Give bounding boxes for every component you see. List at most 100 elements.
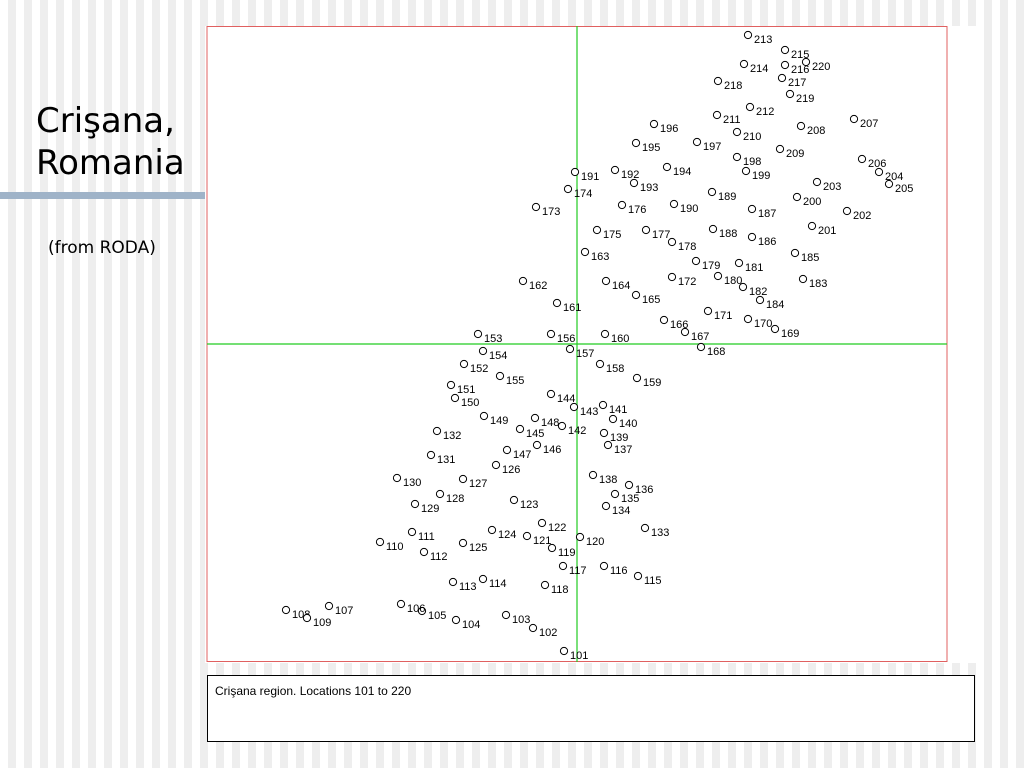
data-point: 160 (600, 329, 629, 345)
data-point: 138 (588, 470, 617, 486)
data-point: 163 (580, 247, 609, 263)
data-point: 182 (738, 282, 767, 298)
point-label: 214 (750, 63, 768, 75)
point-label: 191 (581, 171, 599, 183)
data-point: 176 (617, 200, 646, 216)
data-point: 158 (595, 359, 624, 375)
point-label: 175 (603, 229, 621, 241)
data-point: 152 (459, 359, 488, 375)
point-marker (487, 525, 497, 535)
data-point: 159 (632, 373, 661, 389)
point-marker (667, 272, 677, 282)
scatter-plot-panel: 101 102 103 104 105 106 107 108 109 110 111 112 113 1… (205, 26, 980, 663)
data-point: 149 (479, 411, 508, 427)
data-point: 200 (792, 192, 821, 208)
point-marker (559, 646, 569, 656)
point-marker (426, 450, 436, 460)
point-label: 172 (678, 276, 696, 288)
data-point: 154 (478, 346, 507, 362)
caption-box: Crişana region. Locations 101 to 220 (207, 675, 975, 742)
point-label: 152 (470, 363, 488, 375)
point-label: 177 (652, 229, 670, 241)
data-point: 119 (547, 543, 576, 559)
point-label: 215 (791, 49, 809, 61)
point-label: 142 (568, 425, 586, 437)
data-point: 136 (624, 480, 653, 496)
point-label: 151 (457, 384, 475, 396)
point-marker (610, 489, 620, 499)
data-point: 215 (780, 45, 809, 61)
point-marker (565, 344, 575, 354)
point-label: 159 (643, 377, 661, 389)
point-marker (459, 359, 469, 369)
data-point: 121 (522, 531, 551, 547)
point-label: 180 (724, 275, 742, 287)
data-point: 164 (601, 276, 630, 292)
data-point: 218 (713, 76, 742, 92)
point-marker (691, 256, 701, 266)
point-label: 138 (599, 474, 617, 486)
point-marker (478, 346, 488, 356)
point-label: 211 (723, 114, 741, 126)
data-point: 187 (747, 204, 776, 220)
data-point: 140 (608, 414, 637, 430)
point-label: 212 (756, 106, 774, 118)
point-marker (570, 167, 580, 177)
point-marker (680, 327, 690, 337)
data-point: 180 (713, 271, 742, 287)
point-marker (785, 89, 795, 99)
point-marker (849, 114, 859, 124)
data-point: 181 (734, 258, 763, 274)
data-point: 201 (807, 221, 836, 237)
data-point: 174 (563, 184, 592, 200)
point-marker (281, 605, 291, 615)
point-marker (432, 426, 442, 436)
data-point: 155 (495, 371, 524, 387)
point-label: 201 (818, 225, 836, 237)
point-marker (629, 178, 639, 188)
data-point: 206 (857, 154, 886, 170)
point-label: 162 (529, 280, 547, 292)
point-marker (515, 424, 525, 434)
point-label: 165 (642, 294, 660, 306)
point-label: 139 (610, 432, 628, 444)
point-marker (624, 480, 634, 490)
data-point: 178 (667, 237, 696, 253)
point-marker (667, 237, 677, 247)
caption-text: Crişana region. Locations 101 to 220 (215, 684, 412, 698)
point-marker (502, 445, 512, 455)
data-point: 110 (375, 537, 404, 553)
data-point: 210 (732, 127, 761, 143)
point-label: 210 (743, 131, 761, 143)
data-point: 124 (487, 525, 516, 541)
point-marker (478, 574, 488, 584)
data-point: 134 (601, 501, 630, 517)
data-point: 116 (599, 561, 628, 577)
point-label: 133 (651, 527, 669, 539)
data-point: 161 (552, 298, 581, 314)
point-marker (595, 359, 605, 369)
point-marker (662, 162, 672, 172)
point-label: 206 (868, 158, 886, 170)
data-point: 113 (448, 577, 477, 593)
data-point: 139 (599, 428, 628, 444)
point-marker (450, 393, 460, 403)
data-point: 102 (528, 623, 557, 639)
slide-subtitle: (from RODA) (48, 238, 156, 258)
data-point: 220 (801, 57, 830, 73)
point-label: 208 (807, 125, 825, 137)
accent-bar (0, 192, 205, 199)
data-point: 111 (407, 527, 435, 543)
point-marker (530, 413, 540, 423)
data-point: 188 (708, 224, 737, 240)
data-point: 145 (515, 424, 544, 440)
data-point: 144 (546, 389, 575, 405)
point-marker (598, 400, 608, 410)
point-label: 217 (788, 77, 806, 89)
point-label: 158 (606, 363, 624, 375)
point-marker (603, 440, 613, 450)
point-marker (592, 225, 602, 235)
point-marker (692, 137, 702, 147)
point-marker (780, 45, 790, 55)
point-label: 109 (313, 617, 331, 629)
